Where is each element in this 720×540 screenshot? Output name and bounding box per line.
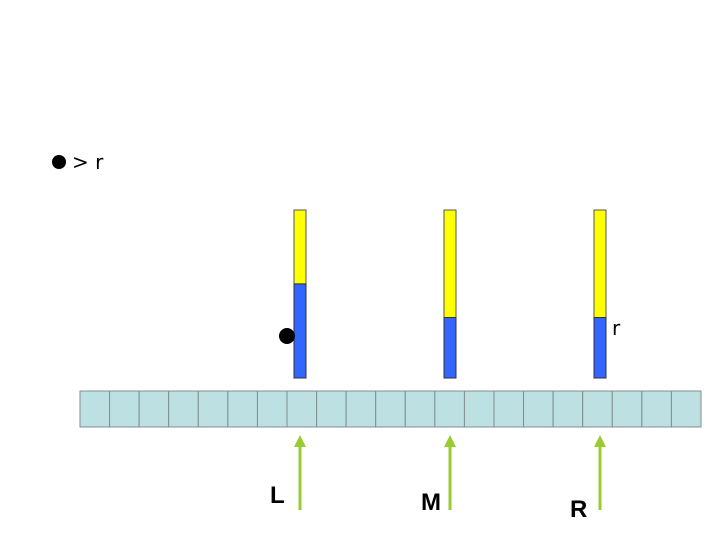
array-cell [404, 390, 436, 428]
legend-dot [52, 155, 66, 169]
array-cell [670, 390, 702, 428]
bar-middle-fill [443, 317, 457, 379]
bars [293, 209, 607, 379]
bar-right-fill [593, 317, 607, 379]
array-cell [109, 390, 140, 428]
array-cell [641, 390, 672, 428]
array-cell [197, 390, 229, 428]
array-cell [611, 390, 643, 428]
pointer-label-l: L [270, 482, 285, 509]
array-cell [168, 390, 199, 428]
array-cell [256, 390, 288, 428]
left-bar-dot [279, 328, 295, 344]
array-cell [316, 390, 347, 428]
array-cell [463, 390, 495, 428]
array-cell [552, 390, 584, 428]
array [79, 390, 702, 428]
array-cell [286, 390, 318, 428]
pointer-label-r: R [570, 496, 587, 523]
bar-middle-top [443, 209, 457, 319]
bar-left-fill [293, 283, 307, 379]
bar-left-top [293, 209, 307, 285]
array-cell [227, 390, 258, 428]
bar-right [593, 209, 607, 379]
bar-middle [443, 209, 457, 379]
array-cell [138, 390, 170, 428]
threshold-label: r [612, 316, 621, 340]
array-cell [79, 390, 111, 428]
array-cell [375, 390, 406, 428]
array-cell [434, 390, 465, 428]
bar-right-top [593, 209, 607, 319]
bar-left [293, 209, 307, 379]
array-cell [493, 390, 525, 428]
array-cell [582, 390, 613, 428]
array-cell [345, 390, 377, 428]
legend-text: > r [72, 150, 104, 174]
legend: > r [52, 150, 104, 174]
pointer-label-m: M [421, 489, 441, 516]
array-cell [523, 390, 554, 428]
